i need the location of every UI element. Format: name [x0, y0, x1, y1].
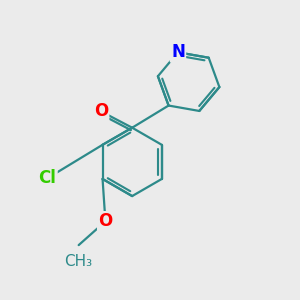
Text: O: O — [94, 102, 108, 120]
Text: Cl: Cl — [38, 169, 56, 187]
Text: N: N — [171, 43, 185, 61]
Text: CH₃: CH₃ — [64, 254, 93, 269]
Text: O: O — [98, 212, 112, 230]
